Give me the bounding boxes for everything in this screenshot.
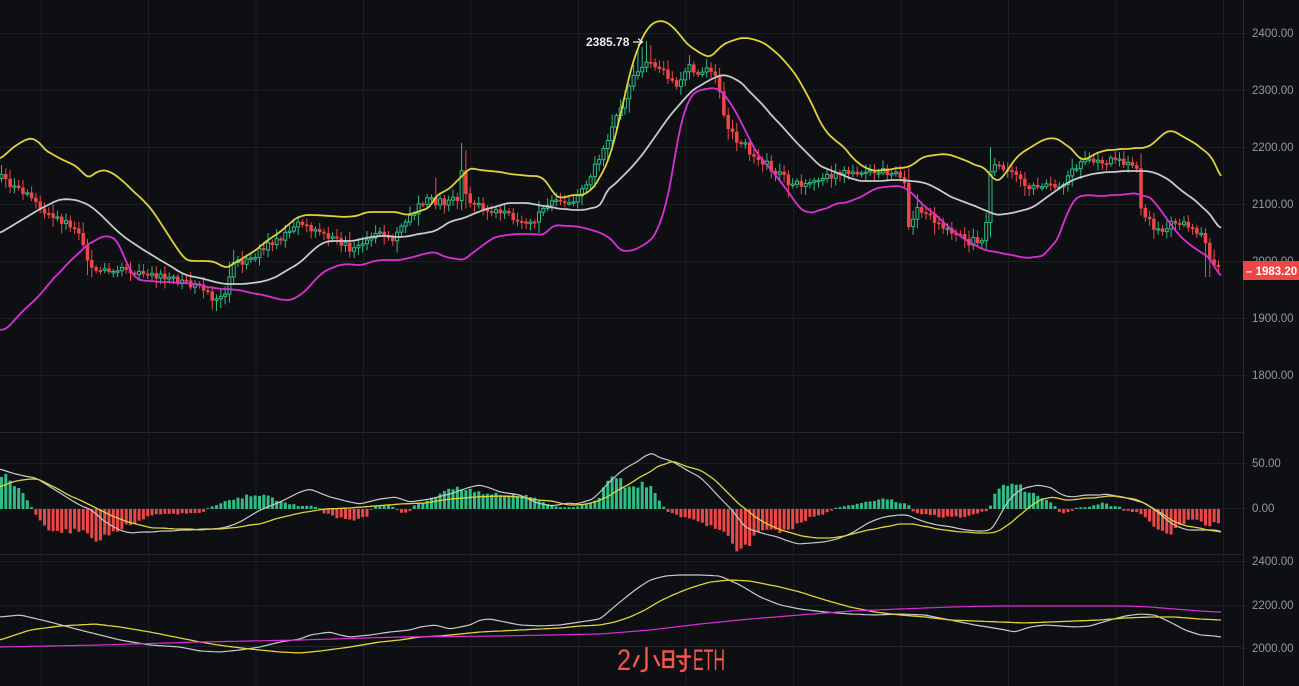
svg-text:2400.00: 2400.00: [1252, 28, 1294, 40]
svg-text:50.00: 50.00: [1252, 458, 1281, 470]
svg-text:2: 2: [617, 644, 631, 677]
svg-text:ETH: ETH: [693, 644, 725, 677]
svg-text:2200.00: 2200.00: [1252, 600, 1294, 612]
svg-text:1800.00: 1800.00: [1252, 370, 1294, 382]
svg-text:2385.78: 2385.78: [586, 35, 630, 49]
svg-text:0.00: 0.00: [1252, 503, 1274, 515]
svg-text:2300.00: 2300.00: [1252, 85, 1294, 97]
svg-text:2100.00: 2100.00: [1252, 199, 1294, 211]
svg-text:1900.00: 1900.00: [1252, 313, 1294, 325]
svg-text:– 1983.20: – 1983.20: [1246, 266, 1297, 278]
svg-text:2200.00: 2200.00: [1252, 142, 1294, 154]
svg-text:2000.00: 2000.00: [1252, 643, 1294, 655]
svg-text:2400.00: 2400.00: [1252, 556, 1294, 568]
